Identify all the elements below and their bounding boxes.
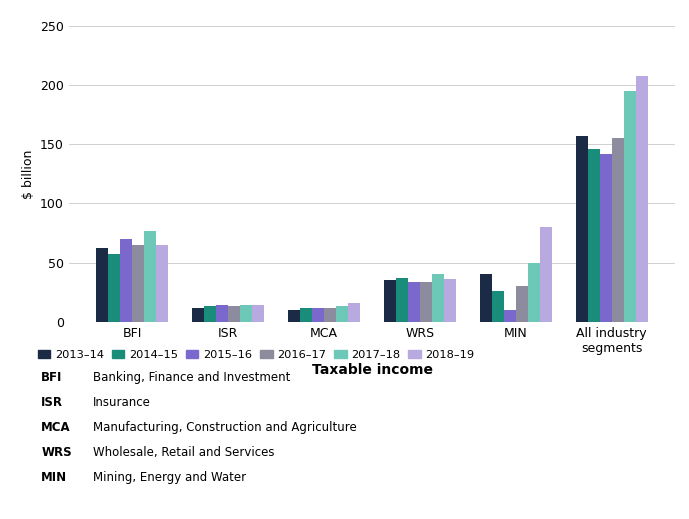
Bar [205,306,216,322]
Bar [408,281,420,322]
Text: MIN: MIN [41,471,68,484]
Bar [312,308,324,322]
Bar [240,305,252,322]
Bar [612,139,624,322]
Bar [228,306,240,322]
Bar [132,245,145,322]
Bar [288,310,300,322]
Legend: 2013–14, 2014–15, 2015–16, 2016–17, 2017–18, 2018–19: 2013–14, 2014–15, 2015–16, 2016–17, 2017… [33,346,479,365]
Text: Wholesale, Retail and Services: Wholesale, Retail and Services [93,446,274,459]
Bar [96,249,108,322]
Bar [528,263,539,322]
Bar [156,245,168,322]
Text: BFI: BFI [41,371,63,384]
Bar [576,136,588,322]
Bar [636,76,648,322]
Bar [336,306,348,322]
Bar [624,91,636,322]
Text: Banking, Finance and Investment: Banking, Finance and Investment [93,371,290,384]
Bar [516,286,528,322]
Bar [492,291,504,322]
Bar [348,303,360,322]
Bar [480,275,492,322]
Y-axis label: $ billion: $ billion [21,149,34,199]
Text: MCA: MCA [41,421,71,434]
Bar [108,254,121,322]
Bar [145,230,156,322]
X-axis label: Taxable income: Taxable income [311,363,433,377]
Bar [300,308,312,322]
Bar [216,305,228,322]
Text: Insurance: Insurance [93,396,151,409]
Bar [121,239,132,322]
Bar [539,227,552,322]
Bar [384,280,396,322]
Bar [324,308,336,322]
Bar [444,279,456,322]
Bar [432,275,444,322]
Bar [192,308,205,322]
Text: WRS: WRS [41,446,72,459]
Text: Manufacturing, Construction and Agriculture: Manufacturing, Construction and Agricult… [93,421,357,434]
Text: ISR: ISR [41,396,63,409]
Bar [504,310,516,322]
Bar [599,154,612,322]
Text: Mining, Energy and Water: Mining, Energy and Water [93,471,246,484]
Bar [252,305,264,322]
Bar [420,281,432,322]
Bar [588,149,599,322]
Bar [396,278,408,322]
